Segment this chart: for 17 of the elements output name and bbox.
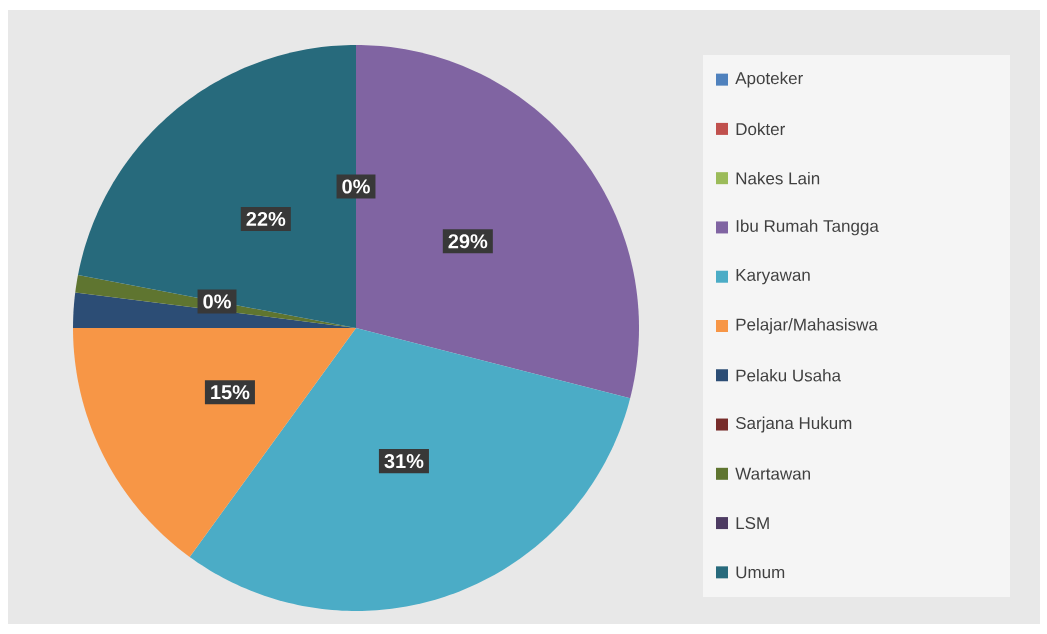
legend-label: Apoteker: [735, 71, 803, 88]
legend-label: Umum: [736, 566, 785, 579]
legend-label: Dokter: [736, 122, 785, 136]
legend-label: LSM: [736, 517, 769, 530]
legend-label: Pelaku Usaha: [736, 369, 842, 382]
text: 0%: [203, 294, 231, 309]
legend-label: Pelajar/Mahasiswa: [736, 318, 878, 334]
legend-label: Karyawan: [736, 269, 810, 285]
data-label: 22%: [246, 211, 286, 227]
legend-label: Nakes Lain: [736, 171, 820, 185]
text: 0%: [342, 179, 370, 194]
data-label: 15%: [211, 385, 250, 400]
legend-label: Wartawan: [735, 467, 810, 480]
legend-label: Ibu Rumah Tangga: [736, 219, 879, 236]
data-label: 31%: [384, 454, 424, 469]
data-label: 29%: [448, 234, 488, 249]
legend-label: Sarjana Hukum: [735, 416, 852, 433]
